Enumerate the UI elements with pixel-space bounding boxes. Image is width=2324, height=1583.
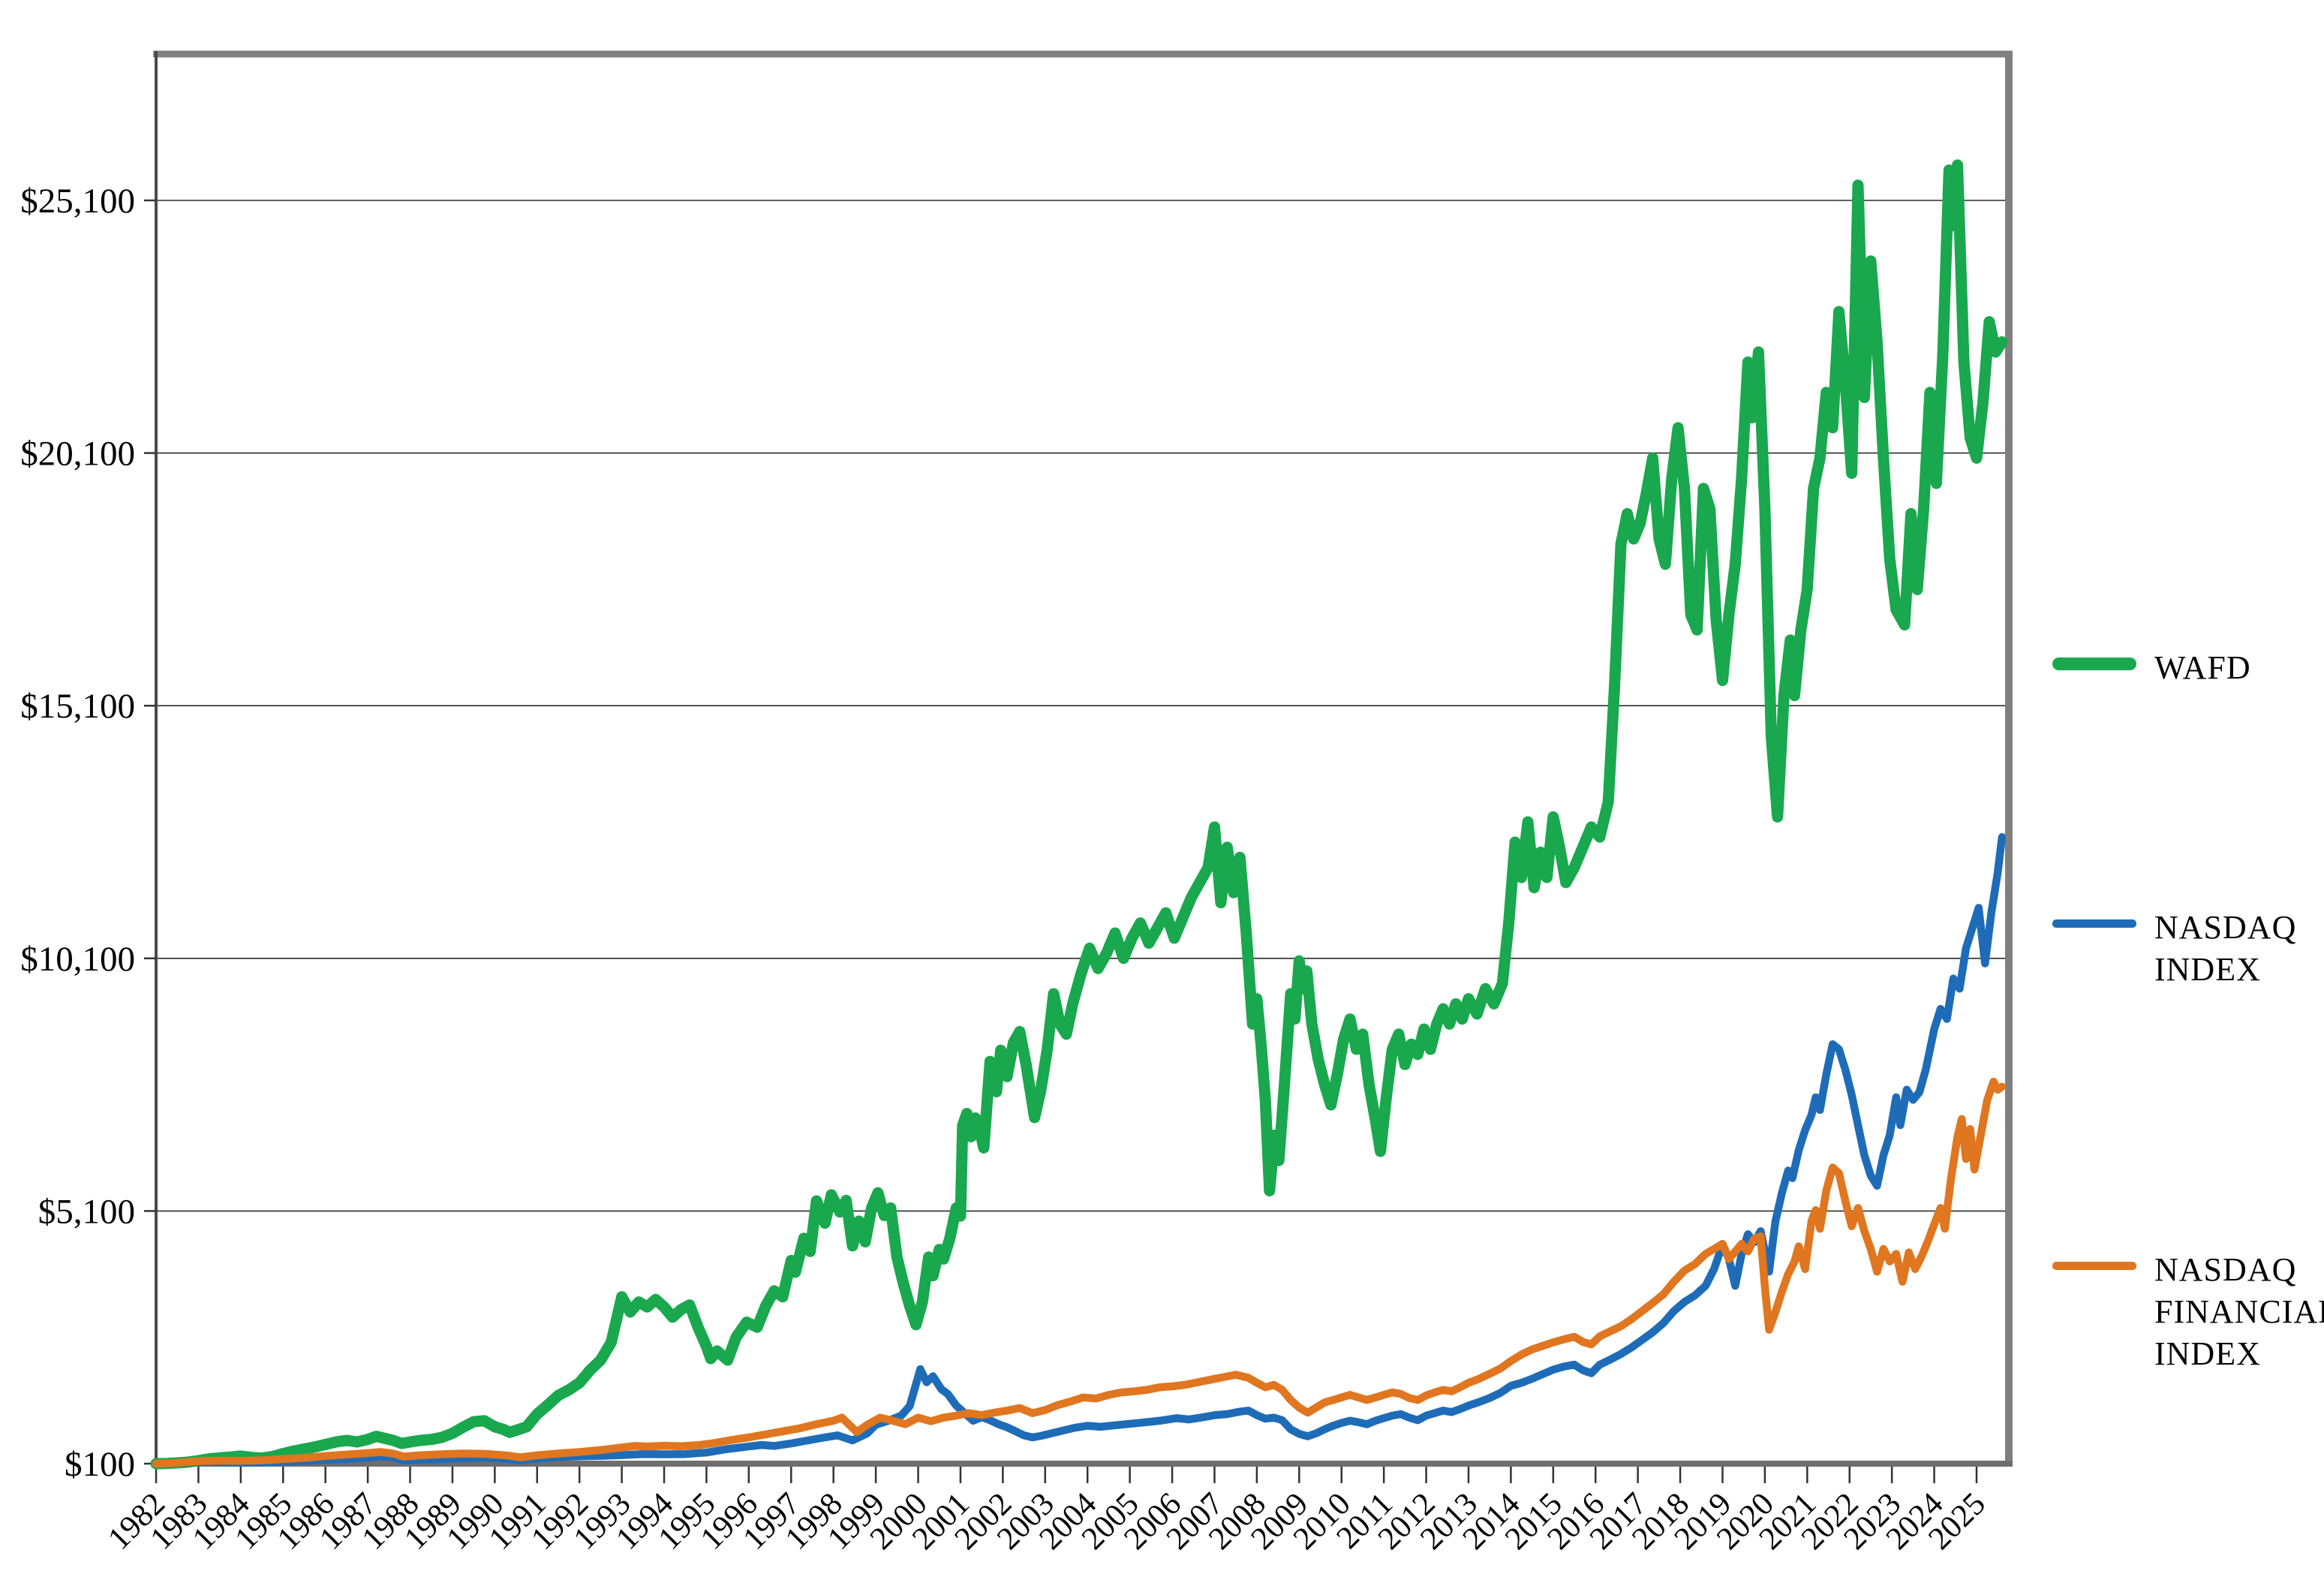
nasdaq-financial-index-series-line <box>152 1077 2007 1468</box>
y-axis-label: $20,100 <box>20 435 135 474</box>
nasdaq-index-series-line <box>152 832 2007 1468</box>
legend-label-nasdaq-index: NASDAQ INDEX <box>2154 909 2297 988</box>
legend-label-wafd: WAFD <box>2154 649 2251 686</box>
y-axis-label: $15,100 <box>20 687 135 726</box>
legend-label-nasdaq-financial-index: NASDAQ FINANCIAL INDEX <box>2154 1251 2324 1372</box>
legend-item-nasdaq-financial-index: NASDAQ FINANCIAL INDEX <box>2052 1249 2324 1375</box>
y-axis-label: $100 <box>65 1445 135 1484</box>
y-axis-label: $10,100 <box>20 940 135 979</box>
legend-item-wafd: WAFD <box>2052 647 2251 689</box>
y-axis-label: $25,100 <box>20 182 135 221</box>
nasdaq-index-line-swatch <box>2052 919 2136 928</box>
wafd-line-swatch <box>2052 658 2136 670</box>
wafd-series-line <box>150 159 2008 1470</box>
y-axis-label: $5,100 <box>38 1192 135 1231</box>
legend-item-nasdaq-index: NASDAQ INDEX <box>2052 907 2296 991</box>
nasdaq-financial-index-line-swatch <box>2052 1262 2136 1270</box>
